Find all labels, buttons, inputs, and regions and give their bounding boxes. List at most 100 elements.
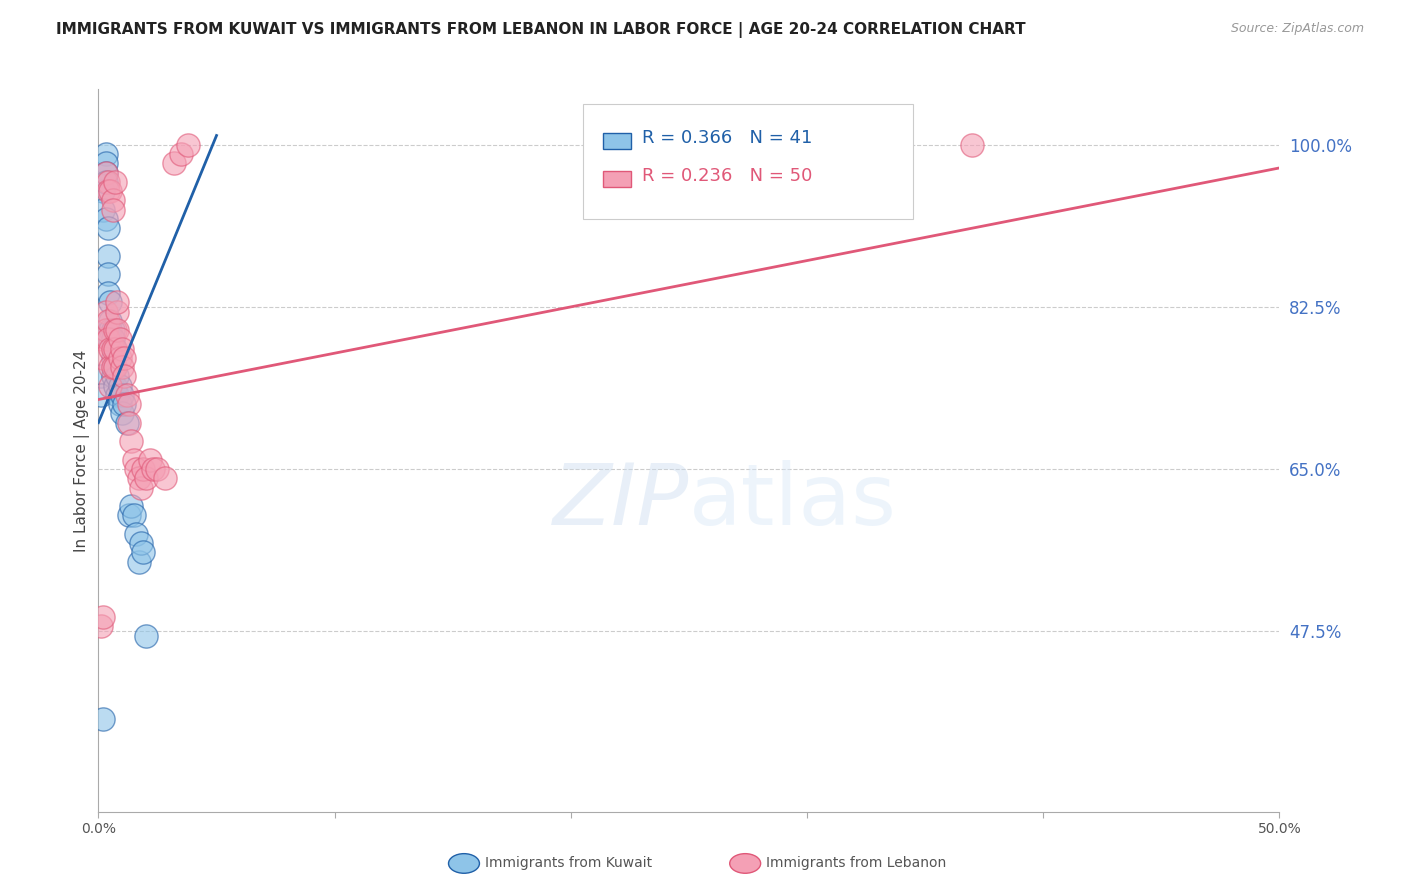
- Point: [118, 416, 141, 430]
- Point: [91, 202, 114, 217]
- Point: [101, 194, 124, 208]
- Point: [112, 351, 135, 365]
- Point: [118, 508, 141, 523]
- FancyBboxPatch shape: [582, 103, 914, 219]
- Point: [91, 332, 114, 346]
- Point: [104, 342, 127, 356]
- Point: [139, 452, 162, 467]
- Point: [101, 360, 124, 375]
- Point: [94, 147, 117, 161]
- Text: R = 0.366   N = 41: R = 0.366 N = 41: [641, 129, 813, 147]
- Point: [104, 360, 127, 375]
- Point: [94, 323, 117, 337]
- Point: [94, 175, 117, 189]
- Text: atlas: atlas: [689, 459, 897, 542]
- Point: [108, 332, 131, 346]
- Point: [97, 332, 120, 346]
- Point: [111, 342, 134, 356]
- Point: [163, 156, 186, 170]
- Text: ZIP: ZIP: [553, 459, 689, 542]
- Point: [104, 175, 127, 189]
- Point: [90, 388, 112, 402]
- Point: [101, 342, 124, 356]
- Point: [104, 360, 127, 375]
- Point: [98, 295, 121, 310]
- Point: [98, 378, 121, 392]
- Point: [94, 304, 117, 318]
- Point: [98, 342, 121, 356]
- Point: [94, 165, 117, 179]
- Point: [135, 629, 157, 643]
- Point: [97, 314, 120, 328]
- Point: [129, 536, 152, 550]
- Point: [97, 175, 120, 189]
- Point: [90, 369, 112, 384]
- Point: [153, 471, 176, 485]
- Point: [122, 452, 145, 467]
- Text: Immigrants from Lebanon: Immigrants from Lebanon: [766, 856, 946, 871]
- Text: IMMIGRANTS FROM KUWAIT VS IMMIGRANTS FROM LEBANON IN LABOR FORCE | AGE 20-24 COR: IMMIGRANTS FROM KUWAIT VS IMMIGRANTS FRO…: [56, 22, 1026, 38]
- Point: [111, 406, 134, 420]
- Point: [101, 351, 124, 365]
- Point: [142, 462, 165, 476]
- Point: [111, 360, 134, 375]
- Point: [91, 184, 114, 198]
- Text: Immigrants from Kuwait: Immigrants from Kuwait: [485, 856, 652, 871]
- Point: [108, 397, 131, 411]
- Point: [101, 202, 124, 217]
- Point: [97, 268, 120, 282]
- Point: [98, 360, 121, 375]
- Point: [121, 434, 143, 449]
- Point: [101, 369, 124, 384]
- Point: [146, 462, 169, 476]
- Point: [94, 165, 117, 179]
- Text: R = 0.236   N = 50: R = 0.236 N = 50: [641, 167, 813, 185]
- Point: [132, 545, 155, 559]
- Point: [91, 610, 114, 624]
- Point: [94, 156, 117, 170]
- Point: [90, 619, 112, 633]
- Point: [112, 397, 135, 411]
- Text: Source: ZipAtlas.com: Source: ZipAtlas.com: [1230, 22, 1364, 36]
- Point: [128, 471, 150, 485]
- Point: [104, 378, 127, 392]
- Point: [118, 397, 141, 411]
- Point: [135, 471, 157, 485]
- Point: [91, 351, 114, 365]
- Point: [105, 304, 128, 318]
- Point: [122, 508, 145, 523]
- Point: [105, 295, 128, 310]
- Y-axis label: In Labor Force | Age 20-24: In Labor Force | Age 20-24: [75, 350, 90, 551]
- Point: [104, 342, 127, 356]
- Point: [108, 351, 131, 365]
- Point: [97, 249, 120, 263]
- Point: [125, 526, 148, 541]
- Point: [91, 712, 114, 726]
- Point: [962, 137, 984, 152]
- Point: [111, 388, 134, 402]
- Point: [105, 388, 128, 402]
- Point: [98, 184, 121, 198]
- Point: [105, 369, 128, 384]
- Point: [101, 323, 124, 337]
- Point: [97, 221, 120, 235]
- Point: [112, 369, 135, 384]
- Point: [121, 499, 143, 513]
- Point: [105, 323, 128, 337]
- Point: [115, 416, 138, 430]
- Point: [98, 323, 121, 337]
- Point: [128, 555, 150, 569]
- Point: [115, 388, 138, 402]
- Point: [125, 462, 148, 476]
- Point: [94, 211, 117, 226]
- Point: [170, 147, 193, 161]
- Point: [108, 378, 131, 392]
- Point: [98, 314, 121, 328]
- Point: [97, 285, 120, 300]
- Point: [104, 323, 127, 337]
- Point: [129, 481, 152, 495]
- Point: [177, 137, 200, 152]
- Point: [98, 332, 121, 346]
- FancyBboxPatch shape: [603, 133, 631, 149]
- Point: [97, 184, 120, 198]
